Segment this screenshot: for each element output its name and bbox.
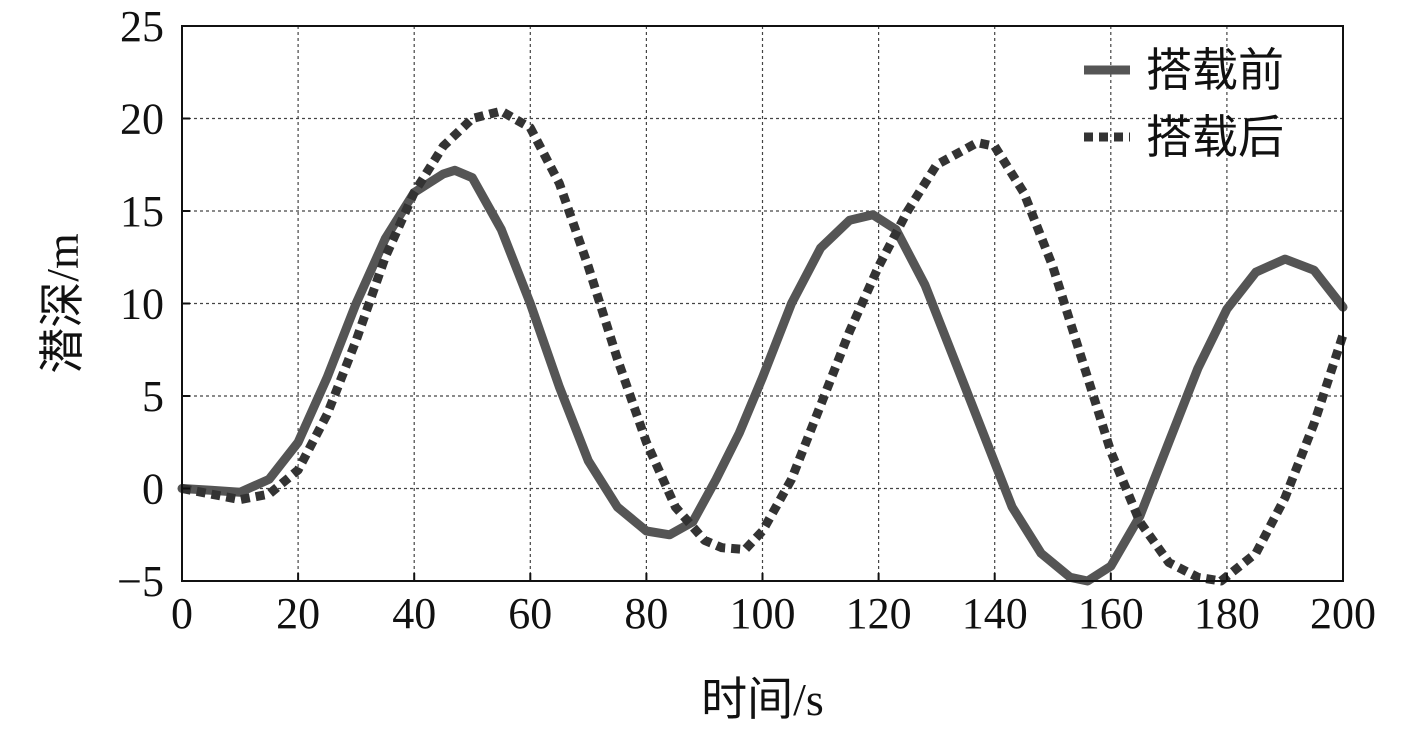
y-tick-label-4: 15 xyxy=(120,187,164,236)
y-tick-label-2: 5 xyxy=(142,372,164,421)
x-tick-label-7: 140 xyxy=(962,589,1028,638)
legend-label-before: 搭载前 xyxy=(1146,45,1284,96)
y-tick-label-3: 10 xyxy=(120,280,164,329)
x-tick-label-3: 60 xyxy=(508,589,552,638)
y-tick-label-0: −5 xyxy=(117,557,164,606)
series-after-line xyxy=(181,106,1348,586)
x-axis-label: 时间/s xyxy=(701,674,824,725)
x-tick-label-5: 100 xyxy=(730,589,796,638)
x-tick-label-6: 120 xyxy=(846,589,912,638)
x-tick-label-0: 0 xyxy=(171,589,193,638)
y-tick-label-6: 25 xyxy=(120,2,164,51)
x-tick-label-8: 160 xyxy=(1078,589,1144,638)
series-layer xyxy=(177,106,1348,586)
grid xyxy=(182,26,1343,581)
y-tick-label-5: 20 xyxy=(120,95,164,144)
x-tick-label-9: 180 xyxy=(1194,589,1260,638)
x-tick-label-1: 20 xyxy=(276,589,320,638)
legend-label-after: 搭载后 xyxy=(1146,112,1284,163)
x-tick-label-10: 200 xyxy=(1310,589,1376,638)
legend: 搭载前 搭载后 xyxy=(1084,45,1284,163)
x-tick-label-4: 80 xyxy=(624,589,668,638)
x-tick-label-2: 40 xyxy=(392,589,436,638)
y-tick-label-1: 0 xyxy=(142,465,164,514)
series-before-line xyxy=(177,165,1348,586)
y-axis-ticks: −5 0 5 10 15 20 25 xyxy=(117,2,190,606)
x-axis-ticks: 0 20 40 60 80 100 120 140 160 180 200 xyxy=(171,573,1376,638)
y-axis-label: 潜深/m xyxy=(37,233,88,374)
